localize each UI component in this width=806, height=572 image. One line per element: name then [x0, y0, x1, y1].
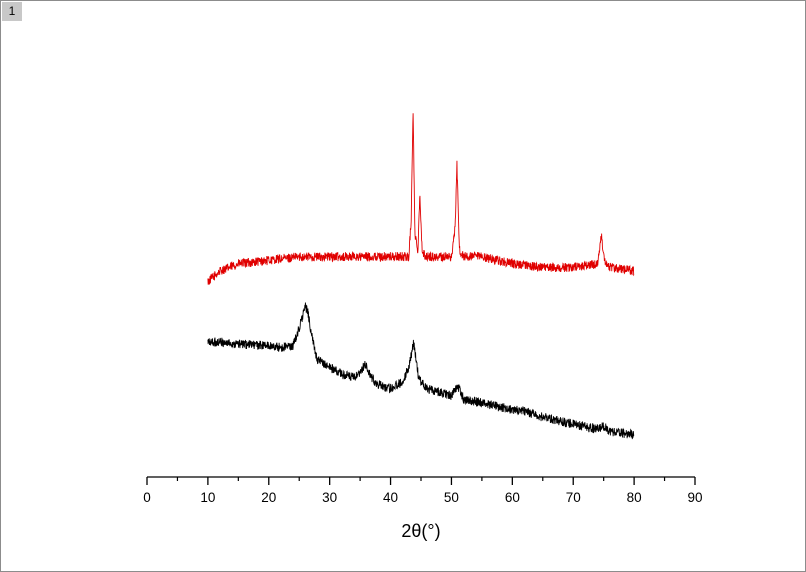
- x-tick-label: 10: [200, 490, 215, 505]
- black-series-line: [207, 302, 635, 440]
- x-tick-label: 70: [566, 490, 581, 505]
- x-axis-title: 2θ(°): [401, 521, 440, 541]
- x-axis: 0 10 20 30 40 50 60 70 80 90: [143, 476, 703, 505]
- red-series-line: [207, 113, 635, 286]
- x-tick-label: 30: [322, 490, 337, 505]
- layer-number-tab[interactable]: 1: [2, 2, 22, 21]
- x-tick-label: 40: [383, 490, 398, 505]
- x-tick-label: 0: [143, 490, 151, 505]
- series-layer: [207, 113, 635, 440]
- x-axis-ticks: 0 10 20 30 40 50 60 70 80 90: [143, 477, 703, 505]
- x-tick-label: 80: [627, 490, 642, 505]
- x-tick-label: 50: [444, 490, 459, 505]
- x-tick-label: 20: [261, 490, 276, 505]
- x-tick-label: 90: [687, 490, 702, 505]
- x-tick-label: 60: [505, 490, 520, 505]
